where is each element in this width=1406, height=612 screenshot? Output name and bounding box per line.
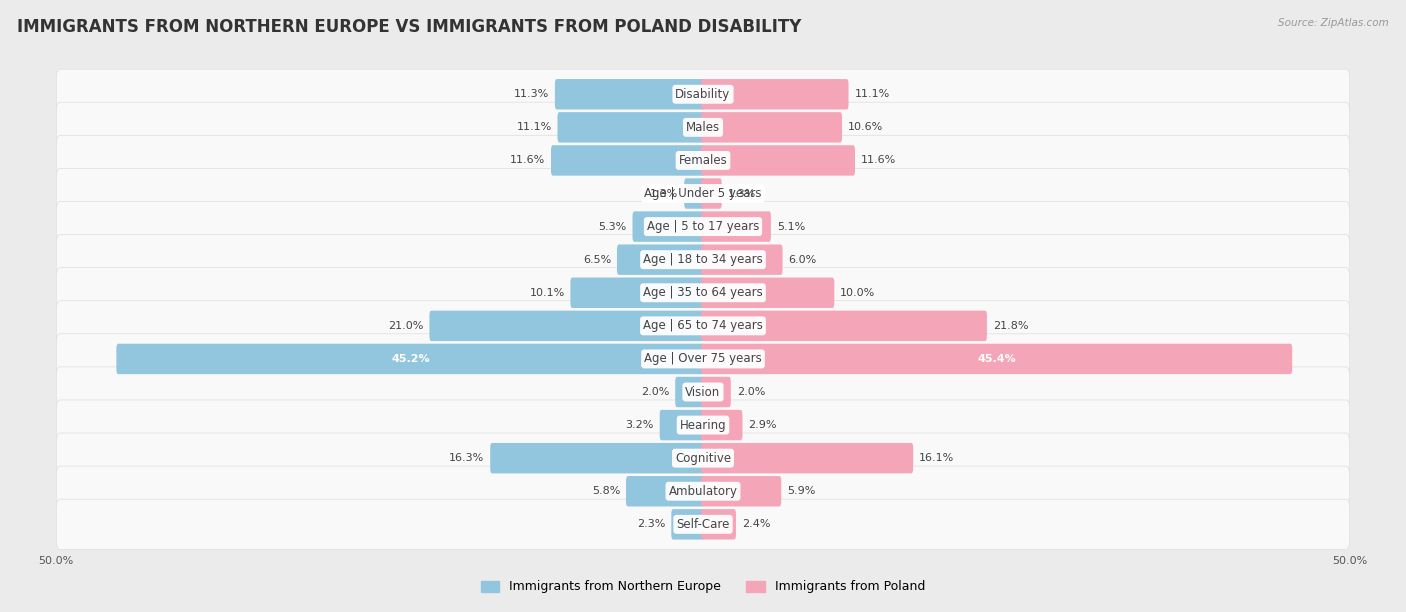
FancyBboxPatch shape — [56, 69, 1350, 119]
FancyBboxPatch shape — [491, 443, 704, 474]
Text: 16.1%: 16.1% — [920, 453, 955, 463]
Text: 21.0%: 21.0% — [388, 321, 423, 331]
FancyBboxPatch shape — [56, 300, 1350, 351]
Text: 45.4%: 45.4% — [977, 354, 1017, 364]
FancyBboxPatch shape — [56, 334, 1350, 384]
FancyBboxPatch shape — [56, 102, 1350, 152]
Text: Self-Care: Self-Care — [676, 518, 730, 531]
FancyBboxPatch shape — [702, 509, 735, 540]
FancyBboxPatch shape — [702, 178, 721, 209]
FancyBboxPatch shape — [56, 168, 1350, 218]
FancyBboxPatch shape — [56, 367, 1350, 417]
FancyBboxPatch shape — [429, 311, 704, 341]
Text: 2.9%: 2.9% — [748, 420, 776, 430]
FancyBboxPatch shape — [56, 433, 1350, 483]
FancyBboxPatch shape — [685, 178, 704, 209]
Text: 10.0%: 10.0% — [841, 288, 876, 298]
Text: Age | Over 75 years: Age | Over 75 years — [644, 353, 762, 365]
Text: 5.9%: 5.9% — [787, 487, 815, 496]
FancyBboxPatch shape — [56, 135, 1350, 185]
Text: 6.0%: 6.0% — [789, 255, 817, 264]
FancyBboxPatch shape — [702, 344, 1292, 374]
Legend: Immigrants from Northern Europe, Immigrants from Poland: Immigrants from Northern Europe, Immigra… — [475, 575, 931, 599]
Text: 11.6%: 11.6% — [510, 155, 546, 165]
FancyBboxPatch shape — [56, 400, 1350, 450]
Text: 16.3%: 16.3% — [449, 453, 485, 463]
Text: Vision: Vision — [685, 386, 721, 398]
FancyBboxPatch shape — [702, 112, 842, 143]
Text: 11.1%: 11.1% — [516, 122, 551, 132]
FancyBboxPatch shape — [551, 145, 704, 176]
Text: 11.1%: 11.1% — [855, 89, 890, 99]
Text: 5.8%: 5.8% — [592, 487, 620, 496]
Text: 2.3%: 2.3% — [637, 520, 665, 529]
Text: 5.3%: 5.3% — [599, 222, 627, 231]
Text: Age | 35 to 64 years: Age | 35 to 64 years — [643, 286, 763, 299]
FancyBboxPatch shape — [558, 112, 704, 143]
Text: Age | 18 to 34 years: Age | 18 to 34 years — [643, 253, 763, 266]
Text: 21.8%: 21.8% — [993, 321, 1028, 331]
FancyBboxPatch shape — [56, 267, 1350, 318]
Text: 6.5%: 6.5% — [583, 255, 612, 264]
FancyBboxPatch shape — [702, 211, 770, 242]
FancyBboxPatch shape — [659, 410, 704, 440]
FancyBboxPatch shape — [571, 278, 704, 308]
FancyBboxPatch shape — [633, 211, 704, 242]
FancyBboxPatch shape — [702, 443, 914, 474]
Text: 3.2%: 3.2% — [626, 420, 654, 430]
Text: Females: Females — [679, 154, 727, 167]
Text: 11.6%: 11.6% — [860, 155, 896, 165]
Text: Source: ZipAtlas.com: Source: ZipAtlas.com — [1278, 18, 1389, 28]
FancyBboxPatch shape — [702, 311, 987, 341]
Text: 5.1%: 5.1% — [776, 222, 806, 231]
FancyBboxPatch shape — [56, 201, 1350, 252]
FancyBboxPatch shape — [56, 499, 1350, 550]
Text: 2.4%: 2.4% — [742, 520, 770, 529]
FancyBboxPatch shape — [702, 377, 731, 407]
FancyBboxPatch shape — [675, 377, 704, 407]
Text: 2.0%: 2.0% — [641, 387, 669, 397]
FancyBboxPatch shape — [617, 244, 704, 275]
Text: Age | 5 to 17 years: Age | 5 to 17 years — [647, 220, 759, 233]
Text: Ambulatory: Ambulatory — [668, 485, 738, 498]
Text: 2.0%: 2.0% — [737, 387, 765, 397]
Text: 10.6%: 10.6% — [848, 122, 883, 132]
FancyBboxPatch shape — [555, 79, 704, 110]
Text: Males: Males — [686, 121, 720, 134]
FancyBboxPatch shape — [702, 79, 849, 110]
FancyBboxPatch shape — [702, 410, 742, 440]
Text: Cognitive: Cognitive — [675, 452, 731, 465]
FancyBboxPatch shape — [56, 234, 1350, 285]
FancyBboxPatch shape — [702, 278, 834, 308]
Text: IMMIGRANTS FROM NORTHERN EUROPE VS IMMIGRANTS FROM POLAND DISABILITY: IMMIGRANTS FROM NORTHERN EUROPE VS IMMIG… — [17, 18, 801, 36]
Text: 11.3%: 11.3% — [513, 89, 550, 99]
FancyBboxPatch shape — [56, 466, 1350, 517]
FancyBboxPatch shape — [626, 476, 704, 507]
Text: Age | 65 to 74 years: Age | 65 to 74 years — [643, 319, 763, 332]
Text: Age | Under 5 years: Age | Under 5 years — [644, 187, 762, 200]
FancyBboxPatch shape — [117, 344, 704, 374]
FancyBboxPatch shape — [702, 244, 783, 275]
FancyBboxPatch shape — [702, 476, 782, 507]
Text: 1.3%: 1.3% — [650, 188, 679, 198]
FancyBboxPatch shape — [671, 509, 704, 540]
Text: Disability: Disability — [675, 88, 731, 101]
Text: 1.3%: 1.3% — [727, 188, 756, 198]
Text: 45.2%: 45.2% — [391, 354, 430, 364]
Text: 10.1%: 10.1% — [529, 288, 565, 298]
Text: Hearing: Hearing — [679, 419, 727, 431]
FancyBboxPatch shape — [702, 145, 855, 176]
